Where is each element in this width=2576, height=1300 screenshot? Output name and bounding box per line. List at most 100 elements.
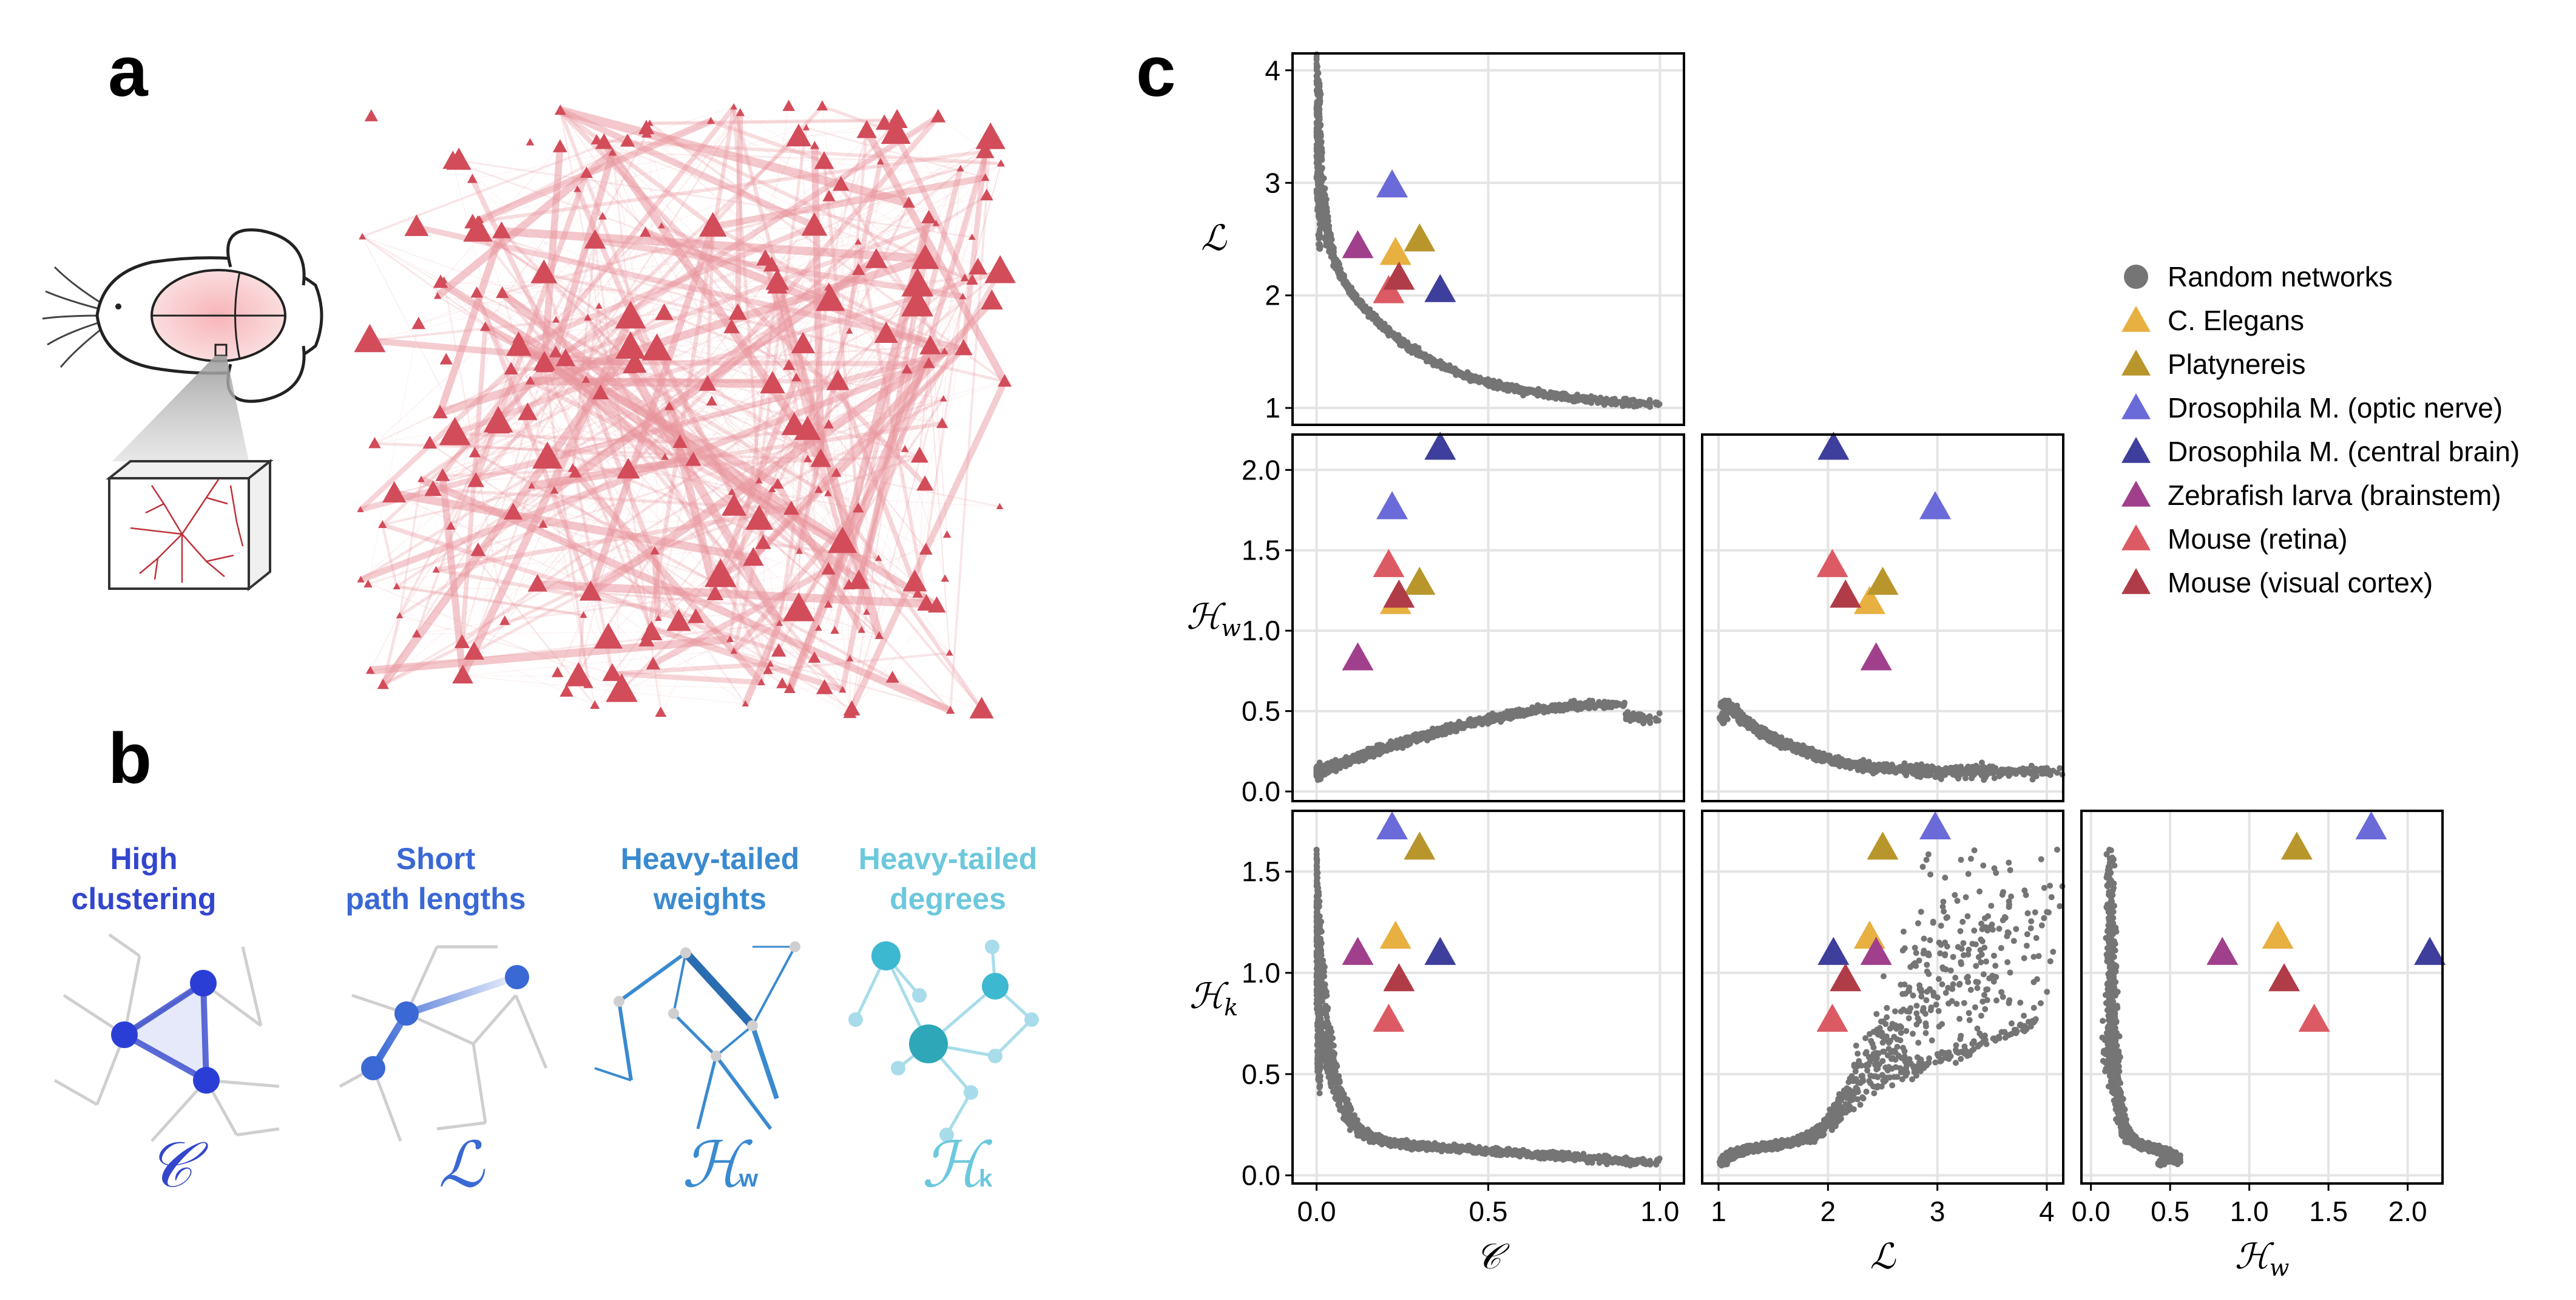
network-node bbox=[688, 608, 705, 623]
network-edge bbox=[828, 196, 973, 281]
network-node bbox=[814, 485, 823, 493]
network-edge bbox=[477, 229, 822, 461]
network-node bbox=[452, 665, 473, 684]
network-node bbox=[824, 489, 832, 496]
network-edge bbox=[820, 398, 944, 460]
network-edge bbox=[370, 316, 588, 342]
network-edge bbox=[657, 348, 907, 370]
network-edge bbox=[828, 287, 948, 535]
network-edge bbox=[807, 430, 843, 543]
network-edge bbox=[416, 226, 714, 635]
property-degrees-symbol: ℋ bbox=[922, 1128, 993, 1202]
random-network-point bbox=[1313, 61, 1320, 67]
network-edge bbox=[863, 129, 1008, 384]
random-network-point bbox=[1330, 245, 1337, 251]
network-edge bbox=[500, 230, 851, 586]
network-edge bbox=[647, 106, 736, 628]
network-node bbox=[559, 684, 573, 697]
network-edge bbox=[439, 258, 766, 413]
network-edge bbox=[381, 135, 800, 526]
network-node bbox=[551, 666, 564, 677]
network-node bbox=[767, 275, 788, 294]
network-node bbox=[726, 635, 734, 642]
network-node bbox=[874, 321, 898, 343]
y-tick-label: 2 bbox=[1265, 280, 1280, 311]
network-edge bbox=[475, 259, 877, 454]
network-edge bbox=[848, 280, 973, 585]
network-node bbox=[359, 232, 367, 240]
random-network-point bbox=[1430, 362, 1436, 368]
network-node bbox=[598, 212, 607, 220]
network-edge bbox=[594, 534, 947, 706]
random-network-point bbox=[1783, 742, 1790, 749]
network-edge bbox=[420, 311, 666, 481]
network-edge bbox=[646, 127, 963, 297]
random-network-point bbox=[1317, 177, 1323, 183]
network-node bbox=[810, 448, 831, 467]
y-tick-label: 0.0 bbox=[1242, 776, 1280, 807]
path-network-icon bbox=[339, 945, 548, 1142]
random-network-point bbox=[1410, 345, 1416, 351]
network-edge bbox=[611, 284, 919, 674]
random-network-point bbox=[1580, 397, 1587, 404]
network-node bbox=[816, 100, 828, 111]
network-edge bbox=[475, 112, 741, 453]
random-network-point bbox=[1572, 397, 1578, 404]
network-node bbox=[492, 221, 512, 239]
network-edge bbox=[646, 128, 942, 424]
random-network-point bbox=[1434, 725, 1441, 732]
network-edge bbox=[646, 134, 760, 520]
network-node bbox=[960, 273, 969, 282]
network-node bbox=[755, 534, 771, 549]
random-network-point bbox=[1509, 709, 1515, 716]
random-network-point bbox=[1622, 711, 1629, 717]
tissue-cube bbox=[106, 458, 274, 592]
random-network-point bbox=[1337, 759, 1344, 766]
network-node bbox=[742, 700, 749, 707]
network-edge bbox=[421, 479, 754, 559]
network-node bbox=[783, 500, 800, 515]
network-node bbox=[808, 651, 821, 663]
network-edge bbox=[603, 142, 927, 550]
network-node bbox=[552, 139, 567, 152]
random-network-point bbox=[1851, 762, 1858, 768]
network-node bbox=[998, 374, 1012, 387]
network-node bbox=[996, 159, 1006, 167]
network-node bbox=[580, 166, 593, 178]
network-edge bbox=[732, 492, 1000, 507]
random-network-point bbox=[1588, 700, 1595, 707]
network-node bbox=[606, 673, 638, 702]
random-network-point bbox=[1620, 703, 1627, 709]
mouse-ear-top bbox=[226, 228, 306, 286]
random-network-point bbox=[1340, 276, 1347, 283]
network-edge bbox=[450, 293, 503, 527]
network-node bbox=[363, 579, 373, 587]
network-node bbox=[496, 286, 509, 298]
connectome-network bbox=[354, 100, 1016, 719]
network-node bbox=[791, 373, 802, 382]
random-network-point bbox=[1316, 120, 1323, 126]
network-edge bbox=[396, 586, 584, 616]
network-edge bbox=[544, 365, 851, 714]
mouse-eye bbox=[115, 303, 121, 310]
network-edge bbox=[635, 345, 931, 365]
network-node bbox=[735, 108, 745, 117]
network-node bbox=[976, 141, 995, 158]
random-network-point bbox=[1439, 365, 1445, 371]
network-edge bbox=[711, 401, 950, 654]
network-node bbox=[718, 574, 729, 584]
network-edge bbox=[799, 300, 993, 552]
property-path-symbol: ℒ bbox=[439, 1128, 485, 1202]
network-node bbox=[418, 475, 425, 482]
network-node bbox=[439, 417, 471, 445]
network-edge bbox=[893, 132, 968, 280]
network-node bbox=[638, 632, 655, 647]
network-edge bbox=[530, 376, 773, 388]
network-edge bbox=[706, 226, 715, 385]
network-node bbox=[706, 117, 715, 124]
random-network-point bbox=[1405, 735, 1411, 742]
network-edge bbox=[608, 401, 712, 638]
property-clustering-symbol: 𝒞 bbox=[147, 1128, 209, 1202]
random-network-point bbox=[1572, 703, 1578, 709]
property-degrees-subscript: k bbox=[979, 1165, 993, 1192]
